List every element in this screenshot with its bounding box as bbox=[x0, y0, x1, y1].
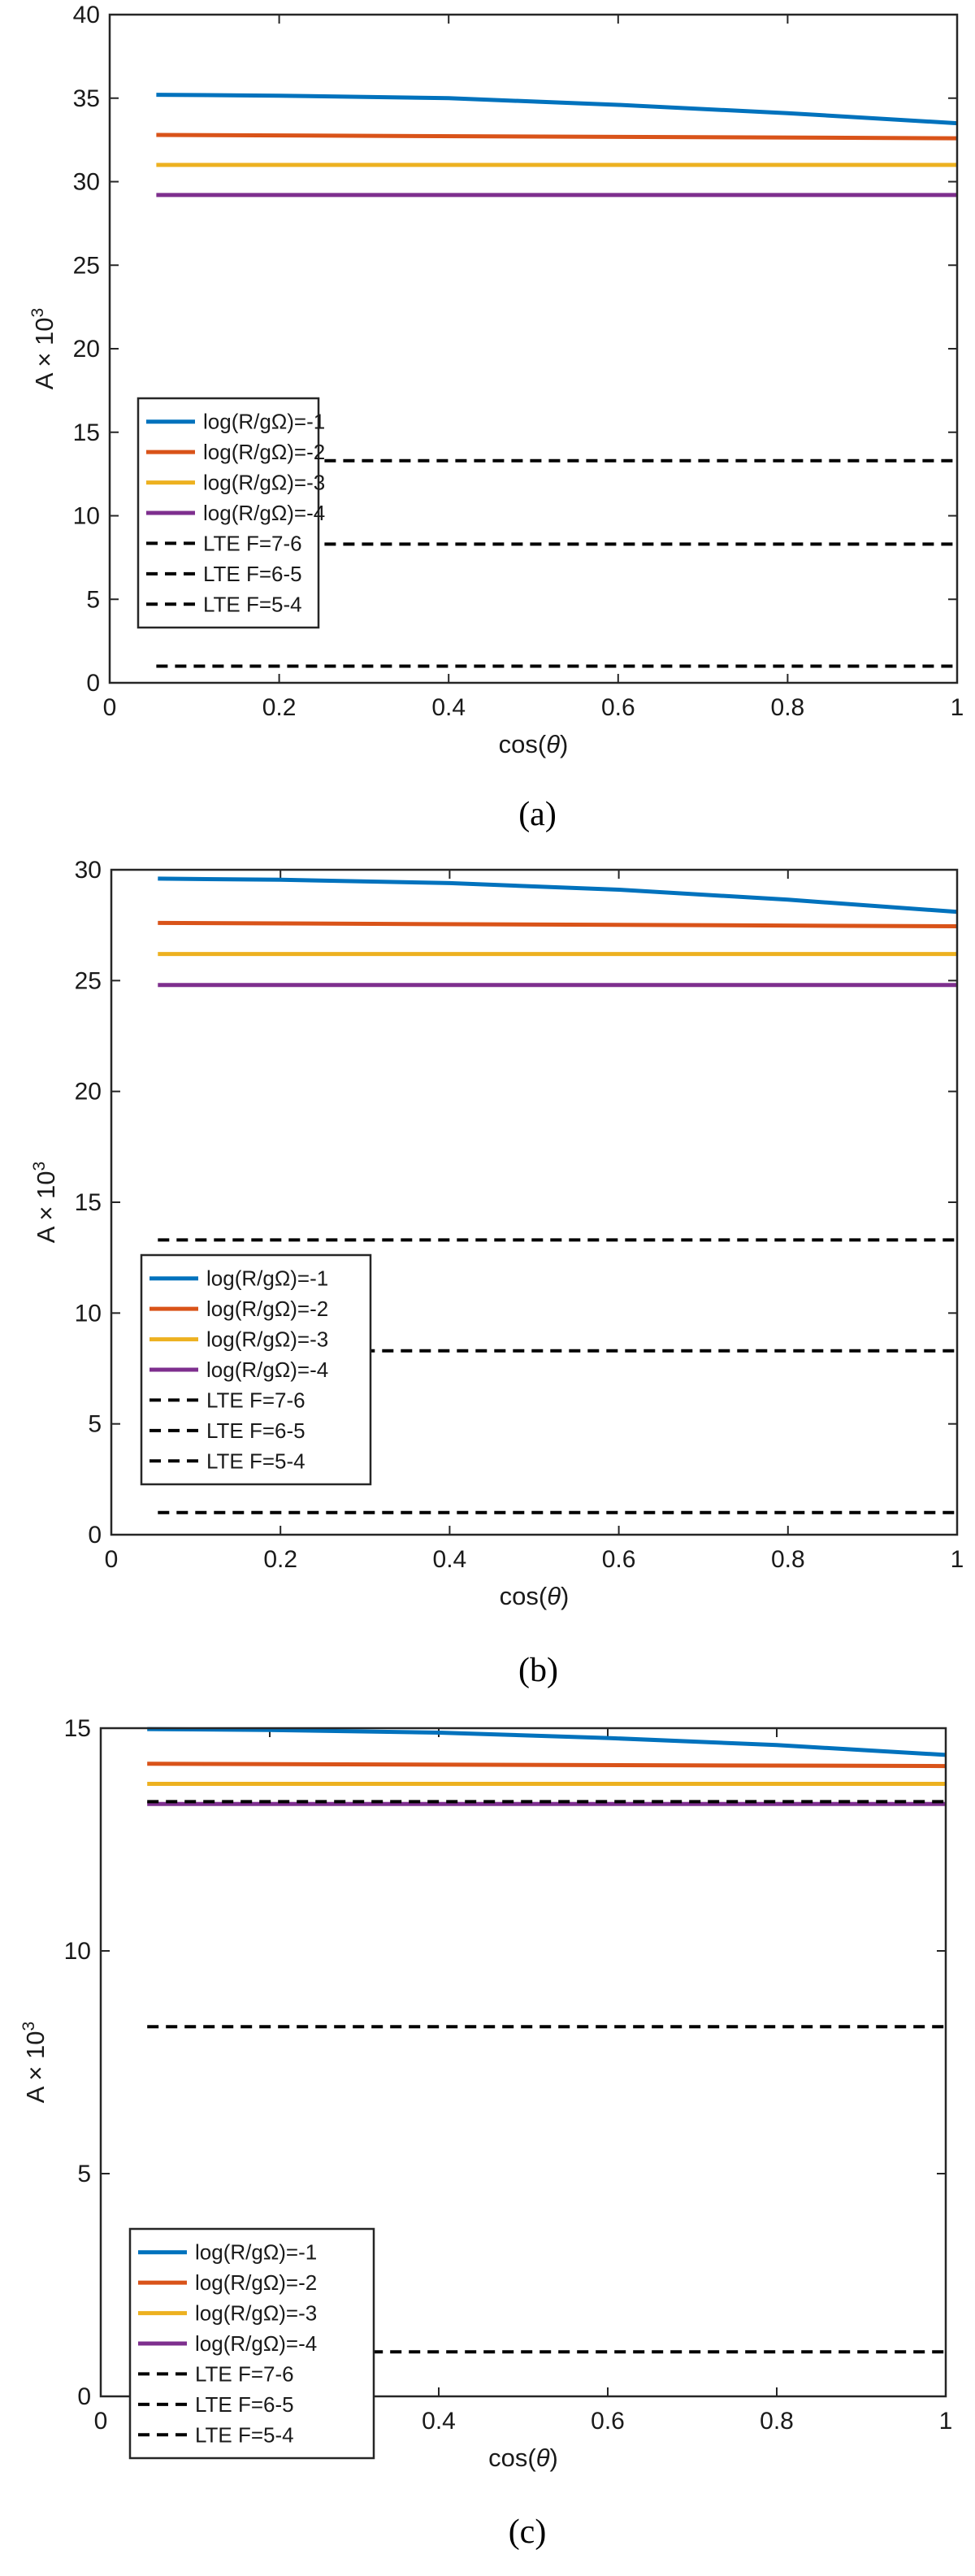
axes-box bbox=[110, 868, 959, 1536]
x-axis-label-close: ) bbox=[560, 730, 568, 758]
y-axis-label-main: A × 10 bbox=[32, 1171, 60, 1243]
legend-label-1: log(R/gΩ)=-1 bbox=[206, 1266, 328, 1291]
x-tick-label: 0.6 bbox=[601, 694, 635, 721]
x-tick-label: 0.4 bbox=[433, 1546, 467, 1573]
legend-label-4: log(R/gΩ)=-4 bbox=[203, 501, 325, 525]
series-line-1 bbox=[147, 1727, 947, 1757]
y-axis-label: A × 103 bbox=[20, 2022, 50, 2103]
y-tick-label: 25 bbox=[75, 967, 102, 994]
x-axis-label-symbol: θ bbox=[536, 2444, 550, 2472]
legend: log(R/gΩ)=-1 log(R/gΩ)=-2 log(R/gΩ)=-3 log(… bbox=[136, 397, 325, 629]
y-axis-label-exponent: 3 bbox=[20, 2022, 38, 2031]
y-tick-label: 0 bbox=[88, 1522, 102, 1549]
y-tick-label: 30 bbox=[73, 169, 100, 196]
figure-caption: (c) bbox=[509, 2513, 547, 2551]
x-tick-label: 0.8 bbox=[760, 2408, 794, 2435]
x-axis-label-main: cos( bbox=[488, 2444, 536, 2472]
legend-label-6: LTE F=6-5 bbox=[203, 562, 302, 586]
y-axis-label-exponent: 3 bbox=[30, 1162, 49, 1171]
legend-label-7: LTE F=5-4 bbox=[206, 1449, 306, 1473]
y-axis-label: A × 103 bbox=[30, 1162, 60, 1243]
y-axis-label-main: A × 10 bbox=[30, 317, 58, 389]
series-line-2 bbox=[156, 132, 958, 141]
legend-label-2: log(R/gΩ)=-2 bbox=[206, 1297, 328, 1321]
legend: log(R/gΩ)=-1 log(R/gΩ)=-2 log(R/gΩ)=-3 log(… bbox=[140, 1253, 372, 1486]
legend-label-3: log(R/gΩ)=-3 bbox=[195, 2301, 317, 2326]
legend-label-6: LTE F=6-5 bbox=[195, 2392, 294, 2417]
y-tick-label: 15 bbox=[64, 1715, 91, 1742]
y-tick-label: 0 bbox=[77, 2383, 91, 2410]
y-tick-label: 10 bbox=[73, 503, 100, 530]
y-tick-label: 5 bbox=[77, 2161, 91, 2187]
x-axis-label-symbol: θ bbox=[546, 730, 560, 758]
series-line-1 bbox=[156, 93, 958, 126]
x-axis-label: cos(θ) bbox=[488, 2444, 558, 2472]
x-axis-label-close: ) bbox=[561, 1582, 569, 1610]
x-tick-label: 0 bbox=[105, 1546, 119, 1573]
legend-label-1: log(R/gΩ)=-1 bbox=[203, 410, 325, 434]
x-axis-label-symbol: θ bbox=[547, 1582, 561, 1610]
y-tick-label: 5 bbox=[86, 586, 100, 613]
x-tick-label: 0.2 bbox=[262, 694, 297, 721]
y-tick-label: 25 bbox=[73, 252, 100, 279]
legend-label-3: log(R/gΩ)=-3 bbox=[203, 471, 325, 495]
legend-label-2: log(R/gΩ)=-2 bbox=[195, 2270, 317, 2295]
y-tick-label: 20 bbox=[73, 336, 100, 363]
y-tick-label: 35 bbox=[73, 85, 100, 112]
y-tick-label: 10 bbox=[64, 1938, 91, 1965]
legend-label-4: log(R/gΩ)=-4 bbox=[195, 2331, 317, 2356]
legend-label-6: LTE F=6-5 bbox=[206, 1418, 306, 1443]
legend-label-2: log(R/gΩ)=-2 bbox=[203, 440, 325, 464]
legend-label-5: LTE F=7-6 bbox=[206, 1388, 306, 1412]
y-tick-label: 30 bbox=[75, 857, 102, 884]
x-tick-label: 0.6 bbox=[602, 1546, 636, 1573]
x-tick-label: 0.8 bbox=[771, 694, 805, 721]
x-tick-label: 0.4 bbox=[422, 2408, 456, 2435]
x-axis-label: cos(θ) bbox=[499, 730, 569, 758]
y-tick-label: 5 bbox=[88, 1411, 102, 1438]
x-axis-label-close: ) bbox=[550, 2444, 558, 2472]
x-tick-label: 0 bbox=[103, 694, 117, 721]
legend-label-5: LTE F=7-6 bbox=[203, 531, 302, 555]
x-tick-label: 1 bbox=[951, 1546, 964, 1573]
legend-label-3: log(R/gΩ)=-3 bbox=[206, 1327, 328, 1352]
legend-label-4: log(R/gΩ)=-4 bbox=[206, 1358, 328, 1382]
x-axis-label-main: cos( bbox=[499, 730, 547, 758]
y-tick-label: 10 bbox=[75, 1300, 102, 1327]
legend: log(R/gΩ)=-1 log(R/gΩ)=-2 log(R/gΩ)=-3 log(… bbox=[128, 2227, 375, 2460]
y-tick-label: 40 bbox=[73, 2, 100, 28]
series-line-2 bbox=[158, 920, 958, 928]
y-axis-label-exponent: 3 bbox=[28, 308, 47, 318]
figure-caption: (b) bbox=[518, 1652, 558, 1689]
series-line-1 bbox=[158, 876, 958, 914]
x-tick-label: 0.2 bbox=[263, 1546, 297, 1573]
x-tick-label: 0.8 bbox=[771, 1546, 805, 1573]
x-axis-label-main: cos( bbox=[500, 1582, 548, 1610]
figure-caption: (a) bbox=[518, 796, 557, 833]
x-axis-label: cos(θ) bbox=[500, 1582, 570, 1610]
y-tick-label: 20 bbox=[75, 1079, 102, 1106]
y-tick-label: 0 bbox=[86, 670, 100, 697]
x-tick-label: 1 bbox=[951, 694, 964, 721]
x-tick-label: 0.6 bbox=[591, 2408, 625, 2435]
series-line-2 bbox=[147, 1761, 947, 1769]
axes-box bbox=[99, 1727, 947, 2398]
legend-label-7: LTE F=5-4 bbox=[203, 592, 302, 616]
x-tick-label: 1 bbox=[939, 2408, 953, 2435]
y-axis-label-main: A × 10 bbox=[21, 2031, 50, 2103]
legend-label-7: LTE F=5-4 bbox=[195, 2422, 294, 2447]
y-axis-label: A × 103 bbox=[28, 308, 58, 389]
y-tick-label: 15 bbox=[73, 419, 100, 446]
x-tick-label: 0 bbox=[94, 2408, 108, 2435]
y-tick-label: 15 bbox=[75, 1189, 102, 1216]
axes-box bbox=[108, 13, 959, 684]
legend-label-1: log(R/gΩ)=-1 bbox=[195, 2240, 317, 2265]
x-tick-label: 0.4 bbox=[431, 694, 466, 721]
legend-label-5: LTE F=7-6 bbox=[195, 2361, 294, 2386]
